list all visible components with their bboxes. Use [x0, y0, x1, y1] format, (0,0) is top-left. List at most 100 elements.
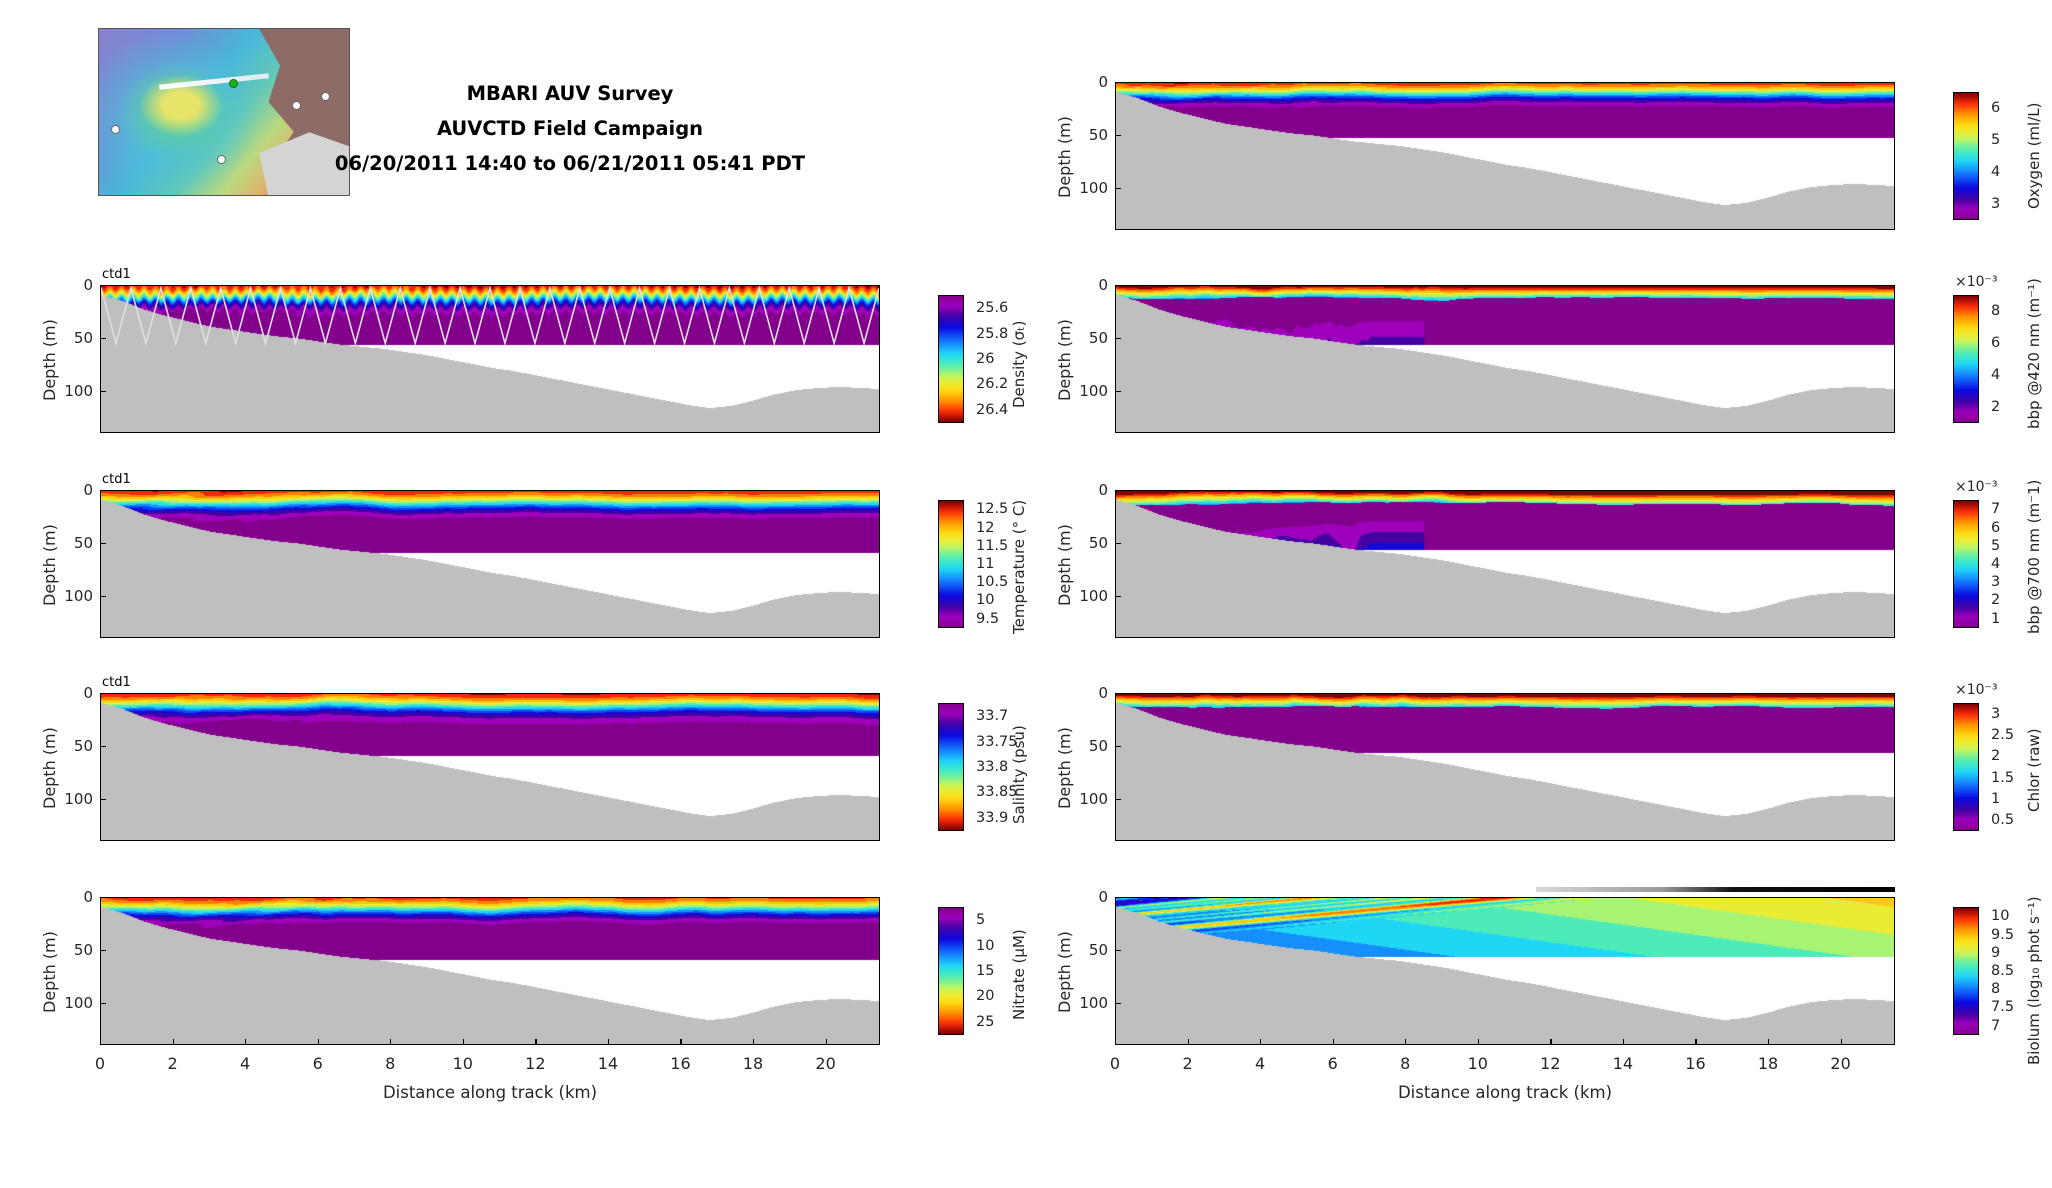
colorbar-exponent-bbp700: ×10⁻³	[1955, 479, 1998, 496]
x-tick-label: 0	[1109, 1054, 1121, 1073]
x-tick-mark	[825, 1039, 827, 1045]
platform-tag-density: ctd1	[102, 267, 131, 282]
y-axis-label: Depth (m)	[1055, 116, 1074, 198]
x-tick-mark	[245, 1039, 247, 1045]
y-tick-mark	[100, 490, 106, 492]
plot-area-temperature	[100, 490, 880, 638]
y-tick-label: 0	[1098, 481, 1108, 499]
x-tick-mark	[100, 1039, 102, 1045]
colorbar-tick-label: 2	[1991, 592, 2001, 609]
colorbar-tick-label: 11	[976, 556, 995, 572]
panel-bbp420: 0 50 100 Depth (m) ×10⁻³ 8 6 4 2 bbp @420 nm (m⁻¹…	[1055, 274, 2043, 433]
y-tick-label: 50	[73, 328, 93, 347]
y-tick-label: 50	[73, 940, 93, 959]
colorbar-tick-label: 25.8	[976, 325, 1009, 342]
x-tick-mark	[1260, 1039, 1262, 1045]
colorbar-tick-label: 33.75	[976, 733, 1018, 750]
y-tick-label: 0	[1098, 888, 1108, 906]
x-axis-label: Distance along track (km)	[1397, 1083, 1613, 1102]
colorbar-tick-label: 10	[1991, 908, 2010, 925]
y-tick-mark	[100, 693, 106, 695]
colorbar-bbp700	[1953, 500, 1979, 628]
y-tick-mark	[1115, 897, 1121, 899]
y-tick-label: 50	[73, 533, 93, 552]
panel-salinity: ctd1 0 50 100 Depth (m) 33.7 33.75 33.8 33.85 33.…	[40, 675, 1028, 841]
y-tick-mark	[100, 1002, 106, 1004]
figure-title: MBARI AUV Survey AUVCTD Field Campaign 0…	[300, 76, 840, 181]
survey-location-map	[98, 28, 350, 196]
y-tick-mark	[1115, 1002, 1121, 1004]
x-tick-label: 18	[1757, 1054, 1779, 1073]
x-tick-label: 20	[1830, 1054, 1851, 1073]
colorbar-tick-label: 26.4	[976, 401, 1009, 418]
panel-chlor: 0 50 100 Depth (m) ×10⁻³ 3 2.5 2 1.5 1 0.5 Chlor (r…	[1055, 682, 2043, 841]
colorbar-oxygen	[1953, 92, 1979, 220]
x-tick-label: 8	[385, 1054, 396, 1073]
y-tick-mark	[100, 949, 106, 952]
colorbar-tick-label: 4	[1991, 366, 2001, 383]
colorbar-tick-label: 3	[1991, 574, 2001, 591]
plot-area-salinity	[100, 693, 880, 841]
x-tick-label: 16	[670, 1054, 691, 1073]
y-axis-label: Depth (m)	[1055, 319, 1074, 401]
colorbar-tick-label: 33.85	[976, 784, 1018, 801]
colorbar-density	[938, 295, 964, 423]
y-tick-mark	[1115, 745, 1121, 748]
colorbar-tick-label: 33.7	[976, 708, 1009, 725]
y-axis-label: Depth (m)	[40, 931, 59, 1013]
y-tick-label: 50	[1088, 736, 1108, 755]
y-tick-mark	[1115, 285, 1121, 287]
y-tick-label: 100	[64, 381, 93, 400]
panel-bbp700: 0 50 100 Depth (m) ×10⁻³ 7 6 5 4 3 2 1 bbp @700 nm (…	[1055, 479, 2043, 638]
y-tick-label: 50	[1088, 940, 1108, 959]
y-tick-mark	[100, 542, 106, 545]
y-tick-label: 100	[1079, 789, 1108, 808]
map-waypoint-start-icon	[229, 79, 238, 88]
y-tick-label: 100	[64, 789, 93, 808]
plot-area-oxygen	[1115, 82, 1895, 230]
y-tick-mark	[1115, 390, 1121, 392]
colorbar-tick-label: 9.5	[1991, 926, 2015, 943]
y-tick-mark	[100, 337, 106, 340]
x-tick-label: 14	[597, 1054, 619, 1073]
colorbar-tick-label: 4	[1991, 163, 2001, 180]
x-tick-mark	[680, 1039, 682, 1045]
y-tick-label: 100	[1079, 993, 1108, 1012]
panel-temperature: ctd1 0 50 100 Depth (m) 12.5 12 11.5 11 10.5 10 9.5…	[40, 472, 1028, 638]
title-line-daterange: 06/20/2011 14:40 to 06/21/2011 05:41 PDT	[334, 152, 806, 175]
colorbar-tick-label: 9.5	[976, 610, 1000, 627]
colorbar-tick-label: 8	[1991, 303, 2001, 320]
colorbar-label-chlor: Chlor (raw)	[2025, 728, 2043, 813]
colorbar-tick-label: 25.6	[976, 300, 1009, 317]
y-tick-label: 50	[73, 736, 93, 755]
x-tick-mark	[1332, 1039, 1334, 1045]
colorbar-tick-label: 8.5	[1991, 963, 2015, 979]
colorbar-label-bbp700: bbp @700 nm (m⁻1)	[2025, 479, 2043, 634]
plot-area-chlor	[1115, 693, 1895, 841]
y-axis-label: Depth (m)	[1055, 931, 1074, 1013]
y-tick-label: 0	[1098, 684, 1108, 702]
x-tick-label: 16	[1685, 1054, 1706, 1073]
y-tick-label: 50	[1088, 533, 1108, 552]
colorbar-label-salinity: Salinity (psu)	[1010, 725, 1028, 825]
colorbar-temperature	[938, 500, 964, 628]
y-tick-mark	[1115, 82, 1121, 84]
y-tick-label: 100	[1079, 586, 1108, 605]
plot-area-bbp700	[1115, 490, 1895, 638]
y-tick-label: 100	[64, 993, 93, 1012]
colorbar-tick-label: 26	[976, 351, 995, 367]
colorbar-tick-label: 2	[1991, 748, 2001, 765]
colorbar-label-nitrate: Nitrate (μM)	[1010, 929, 1028, 1021]
y-tick-mark	[100, 390, 106, 392]
x-tick-mark	[1405, 1039, 1407, 1045]
y-tick-mark	[100, 595, 106, 597]
y-tick-mark	[1115, 798, 1121, 800]
colorbar-tick-label: 20	[976, 988, 995, 1005]
x-tick-mark	[317, 1039, 319, 1045]
colorbar-tick-label: 6	[1991, 100, 2001, 117]
colorbar-tick-label: 6	[1991, 335, 2001, 352]
y-tick-mark	[1115, 542, 1121, 545]
y-tick-label: 0	[83, 684, 93, 702]
colorbar-tick-label: 2	[1991, 398, 2001, 415]
